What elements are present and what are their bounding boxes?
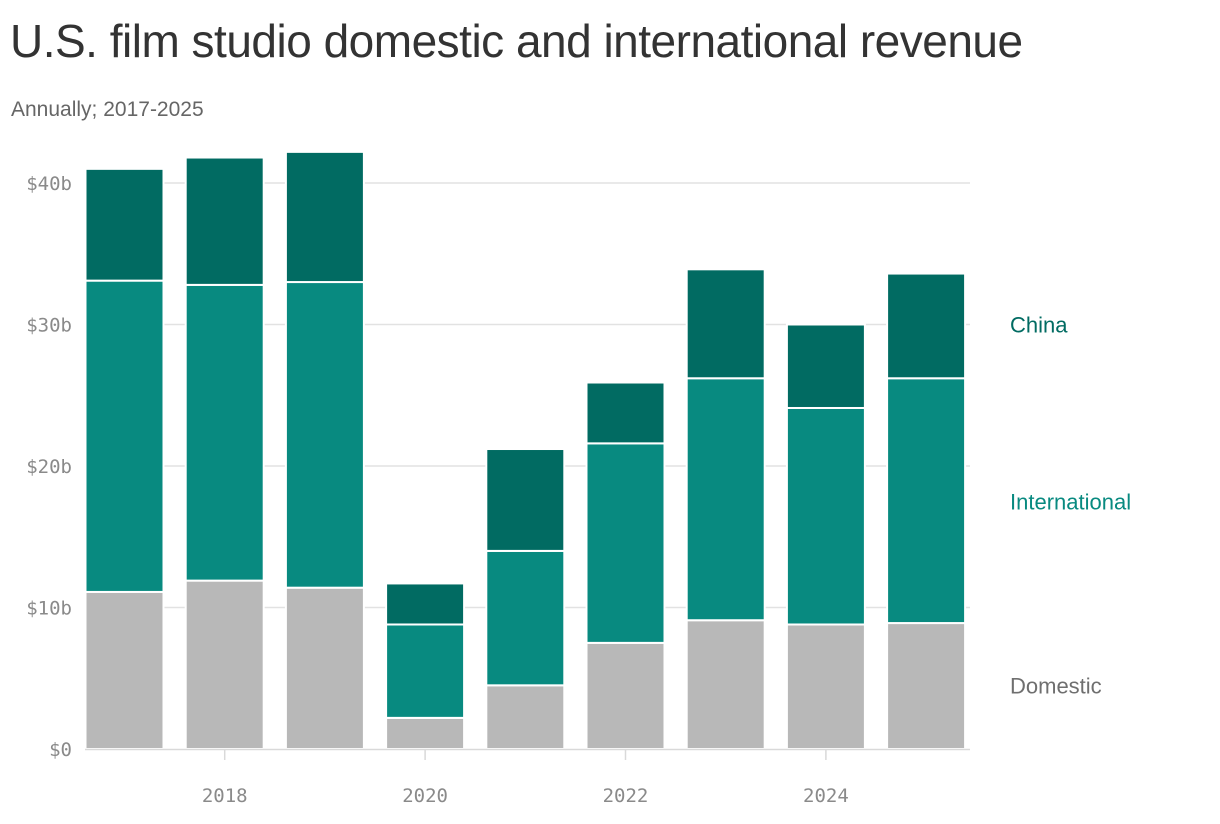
- bar-china-2025: [886, 272, 967, 380]
- bar-china-2019: [284, 150, 365, 284]
- bar-domestic-2018: [184, 579, 265, 750]
- bar-china-2022: [585, 381, 666, 445]
- bar-international-2023: [685, 377, 766, 622]
- bar-china-2018: [184, 156, 265, 286]
- series-labels: China International Domestic: [1010, 313, 1131, 699]
- chart-subtitle: Annually; 2017-2025: [11, 98, 204, 121]
- bar-stack-2022: [585, 381, 666, 750]
- bar-domestic-2023: [685, 619, 766, 750]
- bar-domestic-2020: [385, 716, 466, 750]
- legend-label-international: International: [1010, 489, 1131, 514]
- bar-china-2021: [485, 448, 566, 552]
- axes: $0 $10b $20b $30b $40b 2018 2020 2022 2024: [26, 173, 970, 807]
- y-tick-label: $10b: [26, 598, 72, 620]
- bar-domestic-2021: [485, 684, 566, 751]
- bar-china-2017: [84, 167, 165, 282]
- bar-international-2025: [886, 377, 967, 625]
- bar-stack-2024: [785, 323, 866, 750]
- x-tick-label: 2022: [603, 785, 649, 807]
- bar-international-2021: [485, 549, 566, 687]
- bar-international-2017: [84, 279, 165, 593]
- bar-stack-2023: [685, 268, 766, 750]
- bar-international-2019: [284, 281, 365, 589]
- bar-stack-2017: [84, 167, 165, 750]
- y-tick-label: $20b: [26, 456, 72, 478]
- bar-domestic-2019: [284, 586, 365, 750]
- y-tick-label: $40b: [26, 173, 72, 195]
- y-tick-label: $30b: [26, 315, 72, 337]
- chart-title: U.S. film studio domestic and internatio…: [10, 15, 1023, 67]
- bar-china-2023: [685, 268, 766, 380]
- bar-stack-2021: [485, 448, 566, 751]
- bar-international-2022: [585, 442, 666, 644]
- bar-stack-2020: [385, 582, 466, 750]
- bar-stack-2019: [284, 150, 365, 750]
- bar-china-2020: [385, 582, 466, 626]
- bar-stack-2018: [184, 156, 265, 750]
- x-tick-label: 2024: [803, 785, 849, 807]
- y-tick-label: $0: [49, 739, 72, 761]
- bar-international-2018: [184, 283, 265, 582]
- bar-international-2020: [385, 623, 466, 719]
- x-tick-label: 2018: [202, 785, 248, 807]
- bar-domestic-2025: [886, 622, 967, 750]
- bar-china-2024: [785, 323, 866, 409]
- bar-domestic-2024: [785, 623, 866, 750]
- bar-domestic-2022: [585, 641, 666, 750]
- bar-domestic-2017: [84, 590, 165, 750]
- bars: [84, 150, 967, 751]
- legend-label-china: China: [1010, 313, 1068, 338]
- x-tick-label: 2020: [402, 785, 448, 807]
- bar-stack-2025: [886, 272, 967, 750]
- bar-international-2024: [785, 406, 866, 626]
- legend-label-domestic: Domestic: [1010, 673, 1102, 698]
